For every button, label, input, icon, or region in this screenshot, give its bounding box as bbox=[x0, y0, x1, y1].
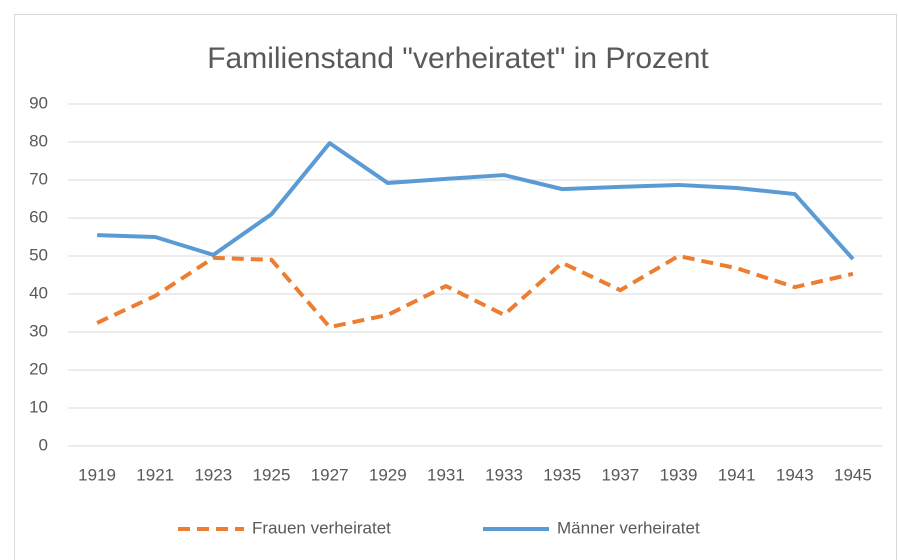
y-tick-label: 20 bbox=[29, 359, 48, 378]
x-tick-label: 1927 bbox=[311, 465, 349, 484]
line-series bbox=[97, 141, 855, 261]
x-tick-label: 1943 bbox=[776, 465, 814, 484]
y-tick-label: 60 bbox=[29, 207, 48, 226]
x-tick-label: 1939 bbox=[660, 465, 698, 484]
x-tick-label: 1937 bbox=[601, 465, 639, 484]
x-tick-label: 1935 bbox=[543, 465, 581, 484]
line-series bbox=[96, 254, 854, 330]
x-tick-label: 1921 bbox=[136, 465, 174, 484]
y-tick-label: 40 bbox=[29, 283, 48, 302]
x-tick-label: 1929 bbox=[369, 465, 407, 484]
x-tick-label: 1925 bbox=[253, 465, 291, 484]
legend-label: Männer verheiratet bbox=[557, 518, 700, 537]
y-tick-label: 0 bbox=[39, 435, 48, 454]
x-tick-label: 1923 bbox=[194, 465, 232, 484]
x-tick-label: 1931 bbox=[427, 465, 465, 484]
y-tick-label: 10 bbox=[29, 397, 48, 416]
y-tick-label: 70 bbox=[29, 169, 48, 188]
x-tick-label: 1933 bbox=[485, 465, 523, 484]
x-tick-label: 1945 bbox=[834, 465, 872, 484]
legend-label: Frauen verheiratet bbox=[252, 518, 391, 537]
x-tick-label: 1919 bbox=[78, 465, 116, 484]
y-tick-label: 80 bbox=[29, 131, 48, 150]
chart-border bbox=[14, 14, 897, 560]
y-tick-label: 50 bbox=[29, 245, 48, 264]
y-tick-label: 90 bbox=[29, 93, 48, 112]
x-tick-label: 1941 bbox=[718, 465, 756, 484]
y-tick-label: 30 bbox=[29, 321, 48, 340]
chart-title: Familienstand "verheiratet" in Prozent bbox=[207, 42, 709, 75]
